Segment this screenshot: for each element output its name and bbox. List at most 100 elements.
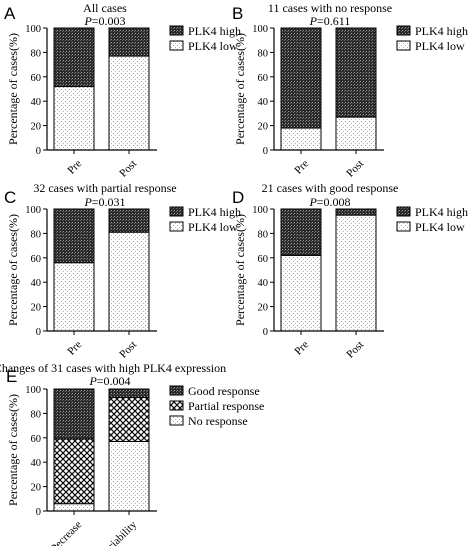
legend-label-plk4-low: PLK4 low — [415, 220, 465, 234]
bar-pre-plk4-low — [53, 86, 95, 151]
y-tick-label: 0 — [36, 327, 41, 338]
bar-post-plk4-high — [108, 208, 150, 233]
x-tick-label: Pre — [65, 339, 84, 358]
y-tick-label: 0 — [263, 146, 268, 157]
bar-pre-plk4-low — [280, 127, 322, 151]
legend-label-plk4-high: PLK4 high — [188, 24, 241, 38]
p-value: P=0.611 — [309, 14, 351, 28]
y-axis-label: Percentage of cases(%) — [6, 33, 20, 145]
bar-invariability-no-response — [108, 440, 150, 512]
p-value: P=0.008 — [308, 195, 350, 209]
legend-label-plk4-high: PLK4 high — [188, 205, 241, 219]
chart-title: 11 cases with no response — [268, 1, 392, 15]
bar-pre-plk4-low — [280, 254, 322, 332]
bar-pre-plk4-high — [53, 208, 95, 264]
bar-decrease-no-response — [53, 503, 95, 512]
x-tick-label: Pre — [292, 158, 311, 177]
y-axis-label: Percentage of cases(%) — [233, 33, 247, 145]
legend-swatch-plk4-low — [396, 221, 411, 232]
y-tick-label: 20 — [31, 483, 42, 494]
bar-decrease-partial-response — [53, 438, 95, 505]
p-value: P=0.004 — [88, 374, 130, 388]
y-tick-label: 60 — [258, 73, 269, 84]
legend-label-plk4-low: PLK4 low — [415, 39, 465, 53]
panel-label: A — [4, 4, 16, 23]
y-tick-label: 80 — [31, 229, 42, 240]
y-tick-label: 80 — [258, 229, 269, 240]
x-tick-label: Invariability — [92, 518, 139, 546]
y-tick-label: 60 — [258, 254, 269, 265]
legend-label-plk4-high: PLK4 high — [415, 205, 468, 219]
y-tick-label: 100 — [25, 205, 41, 216]
bar-pre-plk4-high — [280, 27, 322, 129]
legend-label-no-response: No response — [188, 414, 248, 428]
y-axis-label: Percentage of cases(%) — [6, 394, 20, 506]
y-tick-label: 0 — [36, 507, 41, 518]
legend-swatch-good-response — [169, 385, 184, 396]
x-tick-label: Post — [117, 339, 139, 361]
y-tick-label: 100 — [252, 205, 268, 216]
p-value: P=0.003 — [83, 14, 125, 28]
legend-label-plk4-low: PLK4 low — [188, 220, 238, 234]
y-tick-label: 80 — [31, 409, 42, 420]
panel-label: E — [6, 367, 17, 386]
y-tick-label: 20 — [258, 303, 269, 314]
bar-post-plk4-high — [108, 27, 150, 57]
bar-pre-plk4-low — [53, 262, 95, 332]
bar-post-plk4-low — [335, 214, 377, 332]
bar-post-plk4-high — [335, 208, 377, 216]
y-tick-label: 0 — [36, 146, 41, 157]
legend-swatch-no-response — [169, 415, 184, 426]
bar-pre-plk4-high — [53, 27, 95, 88]
legend-label-plk4-high: PLK4 high — [415, 24, 468, 38]
chart-title: Changes of 31 cases with high PLK4 expre… — [0, 361, 226, 375]
y-tick-label: 80 — [31, 48, 42, 59]
y-tick-label: 20 — [258, 122, 269, 133]
bar-invariability-good-response — [108, 388, 150, 399]
x-tick-label: Post — [344, 158, 366, 180]
x-tick-label: Pre — [65, 158, 84, 177]
legend-swatch-plk4-high — [169, 206, 184, 217]
legend-label-good-response: Good response — [188, 384, 260, 398]
panel-label: C — [4, 188, 16, 207]
y-axis-label: Percentage of cases(%) — [233, 214, 247, 326]
legend-swatch-plk4-high — [396, 206, 411, 217]
legend-label-partial-response: Partial response — [188, 399, 264, 413]
y-tick-label: 60 — [31, 434, 42, 445]
legend-swatch-plk4-low — [169, 221, 184, 232]
legend-swatch-plk4-high — [396, 25, 411, 36]
y-tick-label: 40 — [258, 278, 269, 289]
bar-post-plk4-low — [335, 116, 377, 151]
y-tick-label: 40 — [31, 97, 42, 108]
y-tick-label: 40 — [258, 97, 269, 108]
panel-label: D — [232, 188, 244, 207]
y-tick-label: 100 — [25, 385, 41, 396]
chart-title: 21 cases with good response — [262, 181, 399, 195]
y-tick-label: 100 — [252, 24, 268, 35]
x-tick-label: Decrease — [47, 519, 84, 546]
bar-post-plk4-high — [335, 27, 377, 118]
chart-title: All cases — [83, 1, 127, 15]
y-axis-label: Percentage of cases(%) — [6, 214, 20, 326]
legend-label-plk4-low: PLK4 low — [188, 39, 238, 53]
bar-pre-plk4-high — [280, 208, 322, 256]
chart-title: 32 cases with partial response — [33, 181, 176, 195]
y-tick-label: 40 — [31, 278, 42, 289]
y-tick-label: 60 — [31, 254, 42, 265]
bar-post-plk4-low — [108, 55, 150, 151]
x-tick-label: Post — [344, 339, 366, 361]
y-tick-label: 20 — [31, 303, 42, 314]
legend-swatch-plk4-low — [396, 40, 411, 51]
legend-swatch-plk4-high — [169, 25, 184, 36]
x-tick-label: Post — [117, 158, 139, 180]
y-tick-label: 80 — [258, 48, 269, 59]
y-tick-label: 40 — [31, 458, 42, 469]
y-tick-label: 60 — [31, 73, 42, 84]
panel-label: B — [232, 4, 243, 23]
y-tick-label: 20 — [31, 122, 42, 133]
legend-swatch-plk4-low — [169, 40, 184, 51]
